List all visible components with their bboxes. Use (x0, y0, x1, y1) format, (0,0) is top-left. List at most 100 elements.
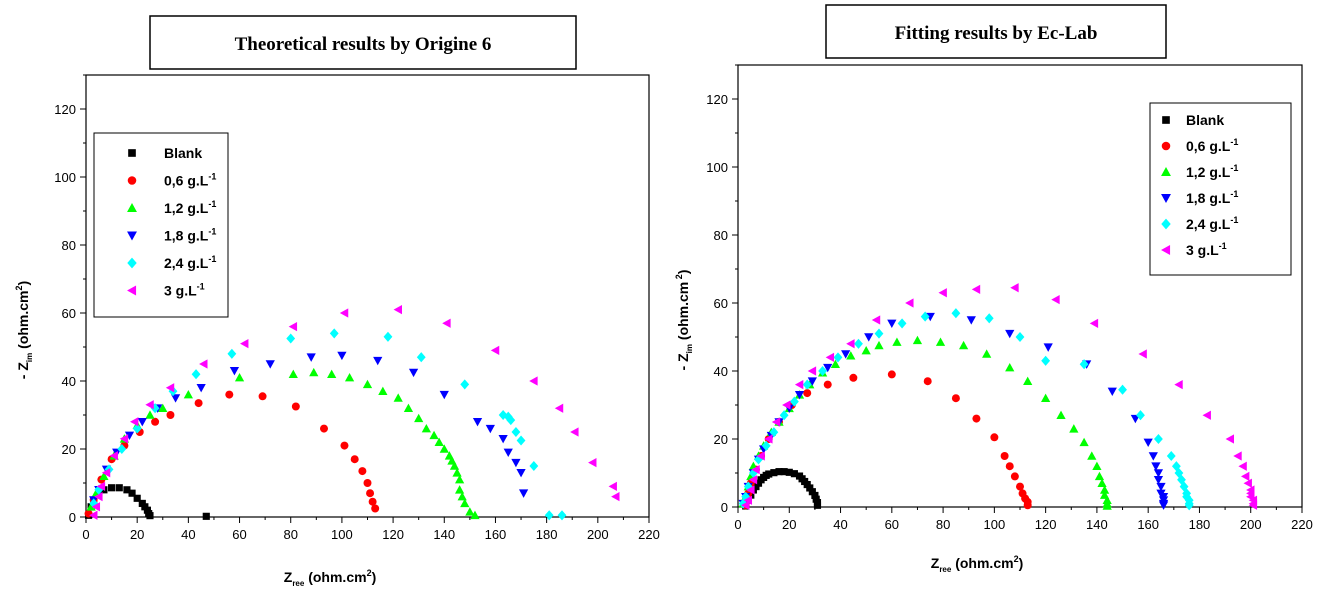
data-point (89, 510, 98, 520)
legend-marker (127, 203, 137, 213)
data-point (1043, 343, 1053, 352)
y-axis-left: 0 20 40 60 80 100 120 (54, 74, 86, 525)
series-1 (84, 390, 380, 518)
x-tick-label: 100 (984, 517, 1006, 532)
data-point (429, 430, 439, 440)
data-point (808, 488, 816, 496)
data-point (1099, 485, 1110, 494)
data-point (846, 339, 855, 349)
data-point (1136, 410, 1145, 421)
data-point (511, 426, 521, 438)
y-tick-label: 40 (62, 374, 76, 389)
series-2 (86, 367, 480, 520)
title-box-right (825, 4, 1167, 59)
legend-label: 0,6 g.L-1 (1186, 137, 1238, 154)
data-point (825, 352, 835, 363)
data-point (202, 512, 210, 520)
data-point (529, 376, 538, 386)
legend-label: 1,2 g.L-1 (164, 199, 216, 216)
data-point (449, 461, 460, 470)
x-tick-label: 160 (485, 527, 507, 542)
data-point (1056, 410, 1066, 419)
x-tick-label: 120 (382, 527, 404, 542)
data-point (368, 497, 377, 506)
data-point (416, 352, 426, 363)
data-point (864, 333, 874, 342)
data-point (170, 394, 181, 403)
data-point (1148, 452, 1158, 461)
data-point (1240, 471, 1250, 482)
y-tick-label: 100 (54, 170, 76, 185)
data-point (1094, 471, 1105, 481)
data-point (196, 384, 206, 393)
data-point (1248, 500, 1258, 510)
data-point (1069, 424, 1079, 433)
data-point (874, 340, 884, 350)
data-point (362, 379, 373, 389)
data-point (1102, 501, 1112, 510)
data-point (1005, 462, 1014, 471)
data-point (151, 417, 160, 426)
data-point (145, 410, 155, 419)
data-point (1000, 452, 1009, 460)
data-point (554, 403, 564, 413)
data-point (1166, 450, 1176, 462)
data-point (133, 494, 141, 502)
series-5 (89, 304, 620, 520)
y-tick-label: 60 (62, 306, 76, 321)
data-point (490, 345, 500, 356)
data-point (741, 500, 750, 510)
data-point (109, 451, 118, 461)
data-point (833, 352, 843, 363)
data-point (823, 363, 833, 373)
series-5 (741, 283, 1258, 510)
data-point (1041, 355, 1051, 366)
data-point (1079, 359, 1089, 370)
data-point (124, 431, 135, 441)
data-point (811, 491, 819, 500)
data-point (337, 351, 347, 361)
data-point (115, 484, 123, 492)
data-point (150, 403, 160, 414)
data-point (951, 308, 961, 319)
data-point (1202, 410, 1211, 420)
data-point (608, 481, 617, 492)
data-point (1005, 329, 1015, 339)
data-point (1089, 318, 1099, 329)
x-tick-label: 220 (638, 527, 660, 542)
data-point (123, 486, 131, 494)
y-tick-label: 60 (714, 296, 728, 311)
data-point (529, 460, 539, 472)
chart-title-right: Fitting results by Ec-Lab (895, 23, 1098, 44)
data-point (849, 373, 858, 382)
data-point (378, 386, 388, 395)
legend-marker (1161, 245, 1171, 255)
data-point (754, 454, 763, 465)
legend-right: Blank 0,6 g.L-1 1,2 g.L-1 1,8 g.L-1 2,4 g.L-… (1149, 102, 1292, 276)
x-axis-label-left: Zree (ohm.cm2) (284, 568, 377, 587)
data-point (306, 353, 316, 362)
data-point (414, 413, 424, 423)
legend-marker (1161, 167, 1171, 177)
legend-label: 3 g.L-1 (164, 282, 205, 299)
data-point (770, 469, 778, 477)
legend-marker (128, 149, 136, 157)
x-tick-label: 140 (1086, 517, 1108, 532)
data-point (938, 288, 947, 298)
y-axis-label-left: - Zim (ohm.cm2) (14, 281, 34, 379)
data-point (485, 424, 495, 434)
data-point (403, 403, 414, 412)
x-tick-label: 180 (536, 527, 558, 542)
data-point (743, 495, 753, 505)
data-point (363, 479, 372, 487)
data-point (96, 481, 106, 492)
y-tick-label: 40 (714, 364, 728, 379)
legend-marker (1161, 218, 1171, 230)
data-point (761, 440, 771, 451)
data-point (309, 367, 319, 377)
data-point (234, 372, 245, 382)
data-point (128, 489, 136, 497)
data-point (807, 366, 817, 376)
series-1 (741, 370, 1032, 510)
data-point (258, 392, 267, 401)
